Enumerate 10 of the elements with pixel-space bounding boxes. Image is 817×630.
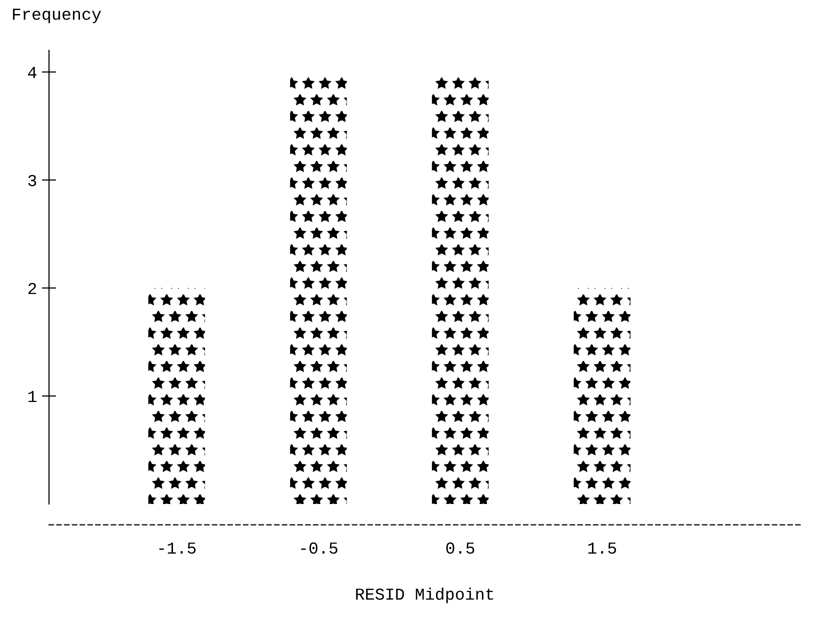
x-tick-label: -1.5 <box>159 542 196 554</box>
x-tick-label: -0.5 <box>301 542 338 554</box>
y-axis-title: Frequency <box>13 8 101 24</box>
x-tick-label: 0.5 <box>446 542 474 554</box>
y-tick-label: 3 <box>28 174 36 186</box>
y-tick-label: 1 <box>28 391 36 402</box>
y-tick-label: 4 <box>28 67 36 78</box>
y-tick-label: 2 <box>28 282 36 294</box>
x-axis-title: RESID Midpoint <box>356 588 494 604</box>
x-tick-label: 1.5 <box>588 542 616 554</box>
